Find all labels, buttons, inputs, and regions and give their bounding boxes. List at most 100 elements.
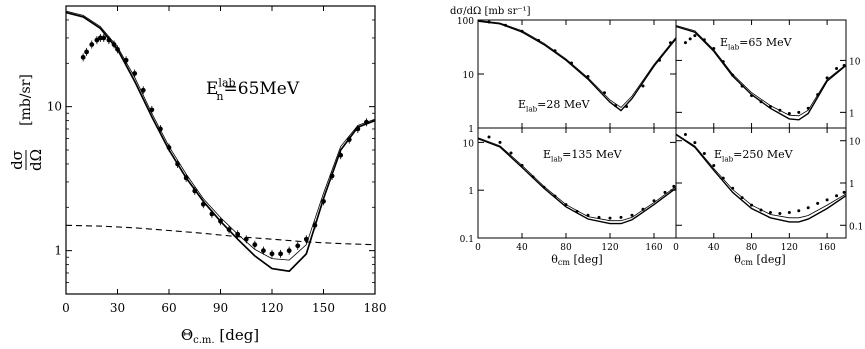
data-point	[688, 37, 692, 41]
data-point	[702, 38, 706, 42]
panel-top-left: 1 10 100	[457, 17, 677, 135]
y-tick-label: 10	[463, 71, 475, 81]
series-line-solid	[675, 25, 847, 121]
data-point	[603, 91, 606, 95]
data-point	[797, 209, 801, 213]
y-axis-unit: [mb/sr]	[18, 74, 34, 126]
x-tick-label: 60	[161, 301, 176, 315]
x-axis-title: Θc.m. [deg]	[181, 326, 259, 346]
y-tick-label: 1	[849, 180, 855, 190]
data-point	[683, 133, 687, 137]
data-point	[608, 216, 612, 220]
data-point	[693, 34, 697, 38]
panel-bottom-right: 0 40 80 120 160 0.1 1 10	[673, 127, 863, 253]
data-point	[750, 94, 754, 98]
data-point	[806, 106, 810, 110]
x-tick-label: 80	[560, 243, 572, 253]
panel-label-top-left: Elab=28 MeV	[518, 98, 591, 113]
panel-label-bottom-left: Elab=135 MeV	[543, 148, 623, 163]
x-tick-label: 160	[819, 243, 836, 253]
data-point	[816, 201, 820, 205]
y-tick-label: 1	[54, 244, 62, 258]
y-tick-label: 0.1	[849, 222, 863, 232]
y-tick-label: 10	[849, 57, 861, 67]
data-point	[825, 198, 829, 202]
data-point	[614, 104, 617, 108]
data-point	[672, 184, 676, 188]
plot-frame	[477, 127, 677, 239]
x-tick-label: 40	[708, 243, 720, 253]
x-axis-title-right: θcm [deg]	[734, 253, 785, 267]
x-tick-label: 30	[110, 301, 125, 315]
series-line-thin	[477, 20, 677, 109]
data-point	[768, 211, 772, 215]
plot-frame	[477, 19, 677, 129]
plot-frame	[65, 5, 376, 295]
data-point	[740, 196, 744, 200]
series-line-solid	[477, 20, 677, 112]
data-point	[641, 207, 645, 211]
data-point	[778, 211, 782, 215]
panel-label-bottom-right: Elab=250 MeV	[714, 148, 794, 163]
data-point	[759, 208, 763, 212]
panel-top-right: 1 10	[675, 19, 861, 129]
y-tick-label: 1	[468, 125, 474, 135]
x-tick-label: 150	[312, 301, 335, 315]
x-tick-label: 90	[213, 301, 228, 315]
data-point	[619, 215, 623, 219]
y-axis-title: dσ dΩ [mb/sr]	[8, 74, 45, 171]
x-tick-label: 40	[516, 243, 528, 253]
data-point	[625, 105, 628, 109]
y-tick-label: 100	[457, 17, 474, 27]
data-point	[787, 211, 791, 215]
y-tick-label: 10	[849, 138, 861, 148]
x-tick-label: 0	[673, 243, 679, 253]
data-point	[835, 194, 839, 198]
data-point	[731, 186, 735, 190]
data-point	[825, 76, 829, 80]
data-point	[721, 60, 725, 64]
data-point	[509, 151, 513, 155]
data-point	[721, 176, 725, 180]
x-tick-label: 120	[261, 301, 284, 315]
data-point	[575, 209, 579, 213]
y-axis-numerator: dσ	[8, 150, 26, 170]
y-tick-label: 10	[47, 100, 62, 114]
data-point	[842, 190, 846, 194]
x-tick-label: 0	[62, 301, 70, 315]
data-point	[693, 141, 697, 145]
data-point	[663, 190, 667, 194]
data-point	[553, 49, 557, 53]
data-point	[542, 185, 546, 189]
data-point	[778, 108, 782, 112]
data-point	[564, 203, 568, 207]
x-tick-label: 180	[364, 301, 387, 315]
data-point	[487, 135, 491, 139]
y-tick-label: 10	[463, 139, 475, 149]
data-point	[683, 41, 687, 45]
data-point	[586, 213, 590, 217]
x-tick-label: 0	[475, 243, 481, 253]
data-point	[570, 61, 573, 65]
data-point	[768, 104, 772, 108]
data-point	[669, 41, 672, 45]
y-tick-label: 0.1	[460, 235, 474, 245]
panel-label-top-right: Elab=65 MeV	[720, 36, 793, 51]
x-axis-title-left: θcm [deg]	[551, 253, 602, 267]
data-point	[586, 74, 590, 78]
data-point	[504, 23, 507, 27]
y-tick-label: 1	[849, 109, 855, 119]
data-point	[740, 84, 744, 88]
right-chart-title: dσ/dΩ [mb sr⁻¹]	[450, 6, 531, 17]
data-point	[520, 163, 524, 167]
data-point	[487, 20, 491, 24]
data-point	[531, 175, 535, 179]
data-point	[712, 46, 716, 50]
x-tick-label: 160	[645, 243, 662, 253]
data-point	[731, 73, 735, 77]
series-line-thin	[675, 133, 847, 219]
energy-annotation: Elab n=65MeV	[206, 76, 300, 103]
series-line-solid	[675, 133, 847, 223]
